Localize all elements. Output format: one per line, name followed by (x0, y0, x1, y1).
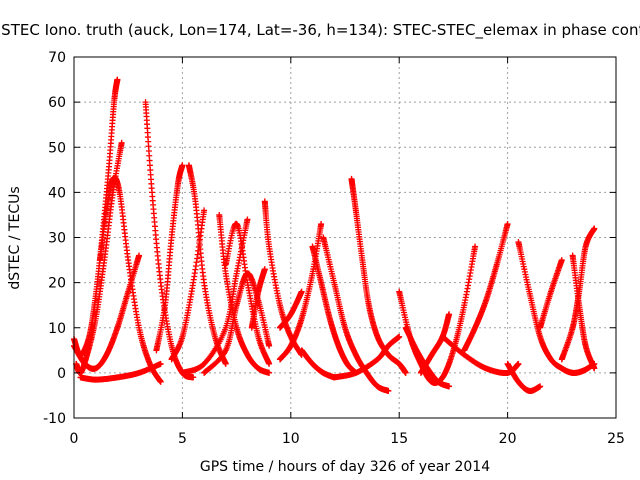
data-point (157, 378, 164, 385)
y-tick-label: 40 (48, 185, 66, 201)
y-tick-label: 30 (48, 231, 66, 247)
x-tick-label: 0 (70, 431, 79, 447)
data-point (114, 76, 121, 83)
data-point (446, 383, 453, 390)
x-tick-label: 15 (390, 431, 408, 447)
y-axis-label: dSTEC / TECUs (7, 186, 23, 289)
data-arc (201, 270, 273, 376)
data-arc (77, 360, 164, 383)
data-point (318, 220, 325, 227)
y-tick-label: -10 (43, 411, 66, 427)
data-point (222, 360, 229, 367)
y-tick-label: 60 (48, 95, 66, 111)
data-arc (331, 333, 403, 381)
data-point (472, 243, 479, 250)
data-arc (461, 220, 511, 354)
data-arc (569, 252, 598, 372)
y-tick-label: 70 (48, 50, 66, 66)
data-point (402, 369, 409, 376)
y-tick-label: 50 (48, 140, 66, 156)
data-point (118, 139, 125, 146)
data-point (179, 162, 186, 169)
x-tick-label: 5 (178, 431, 187, 447)
data-arc (348, 175, 409, 376)
data-arc (298, 347, 338, 381)
data-arc (261, 198, 305, 358)
data-point (591, 225, 598, 232)
data-arc (248, 266, 268, 331)
x-axis-label: GPS time / hours of day 326 of year 2014 (200, 459, 490, 475)
data-point (446, 311, 453, 318)
data-arc (417, 311, 453, 376)
x-tick-label: 20 (499, 431, 517, 447)
data-point (136, 252, 143, 259)
y-tick-label: 20 (48, 276, 66, 292)
data-arc (222, 220, 273, 367)
x-tick-label: 10 (282, 431, 300, 447)
data-point (261, 266, 268, 273)
data-arc (276, 220, 325, 363)
data-point (157, 360, 164, 367)
data-point (515, 360, 522, 367)
data-arc (537, 257, 565, 331)
data-point (396, 333, 403, 340)
data-point (266, 360, 273, 367)
x-tick-label: 25 (607, 431, 625, 447)
data-point (385, 387, 392, 394)
chart-title: dSTEC Iono. truth (auck, Lon=174, Lat=-3… (0, 21, 640, 40)
data-arc (402, 324, 453, 390)
data-arc (276, 288, 305, 331)
y-tick-label: 0 (57, 366, 66, 382)
data-point (298, 288, 305, 295)
data-arc (179, 216, 251, 376)
data-point (244, 216, 251, 223)
data-arc (97, 174, 164, 385)
data-point (558, 257, 565, 264)
y-tick-label: 10 (48, 321, 66, 337)
x-axis-ticks: 0 5 10 15 20 25 (70, 57, 625, 447)
data-arc (558, 225, 598, 363)
data-point (190, 374, 197, 381)
data-point (266, 369, 273, 376)
data-point (537, 383, 544, 390)
y-axis-ticks: -10 0 10 20 30 40 50 60 70 (43, 50, 616, 427)
data-point (504, 220, 511, 227)
data-arc (439, 333, 522, 377)
data-point (201, 207, 208, 214)
data-arc (153, 162, 186, 354)
data-point (266, 342, 273, 349)
data-point (591, 365, 598, 372)
data-arc (168, 207, 208, 363)
data-points (71, 76, 598, 395)
data-arc (504, 360, 544, 395)
